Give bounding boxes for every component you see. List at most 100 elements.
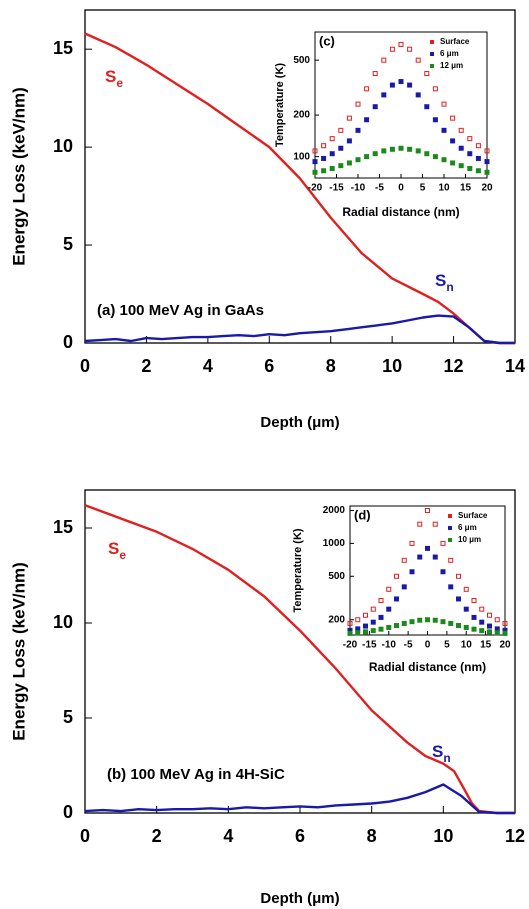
y-tick-label: 500: [328, 571, 345, 582]
legend-swatch: [430, 40, 434, 44]
legend-label: 12 μm: [440, 61, 463, 70]
x-tick-label: 6: [295, 826, 305, 846]
data-point: [378, 598, 384, 604]
data-point: [407, 82, 413, 88]
data-point: [381, 57, 387, 63]
x-tick-label: 20: [499, 640, 511, 651]
data-point: [475, 155, 481, 161]
data-point: [346, 160, 352, 166]
data-point: [471, 626, 477, 632]
y-tick-label: 0: [63, 802, 73, 822]
data-point: [432, 154, 438, 160]
panel-label: (a) 100 MeV Ag in GaAs: [97, 302, 264, 319]
y-tick-label: 500: [293, 55, 310, 66]
data-point: [312, 148, 318, 154]
data-point: [484, 159, 490, 165]
data-point: [355, 101, 361, 107]
data-point: [471, 598, 477, 604]
series-label-main: S: [432, 742, 443, 761]
data-line: [84, 314, 515, 345]
series-label: Se: [105, 67, 123, 90]
data-point: [450, 160, 456, 166]
data-point: [467, 136, 473, 142]
data-point: [494, 617, 500, 623]
data-point: [409, 569, 415, 575]
data-point: [463, 624, 469, 630]
data-point: [456, 596, 461, 602]
x-tick-label: -10: [382, 640, 397, 651]
x-tick-label: 15: [460, 183, 472, 194]
x-axis-label: Radial distance (nm): [342, 205, 459, 219]
data-point: [347, 620, 353, 626]
legend-label: 10 μm: [458, 535, 481, 544]
x-tick-label: 14: [505, 356, 525, 376]
data-point: [458, 145, 464, 151]
x-tick-label: -10: [351, 183, 366, 194]
x-tick-label: 15: [480, 640, 492, 651]
x-tick-label: 2: [152, 826, 162, 846]
data-point: [381, 92, 387, 98]
data-point: [394, 623, 399, 629]
data-point: [394, 596, 399, 602]
legend-swatch: [430, 64, 434, 68]
x-tick-label: 20: [481, 183, 493, 194]
data-point: [401, 584, 407, 590]
data-line: [84, 504, 515, 815]
data-point: [378, 626, 384, 632]
data-point: [415, 57, 421, 63]
x-tick-label: 0: [398, 183, 404, 194]
panel-label: (c): [319, 33, 335, 48]
data-point: [450, 115, 456, 121]
x-tick-label: -15: [362, 640, 377, 651]
data-point: [398, 79, 404, 85]
legend-swatch: [448, 526, 452, 530]
data-point: [409, 540, 415, 546]
data-point: [407, 46, 413, 52]
data-point: [441, 127, 447, 133]
plot-frame: [84, 9, 516, 344]
data-point: [417, 554, 423, 560]
data-point: [467, 151, 473, 157]
data-point: [432, 617, 438, 623]
x-tick-label: 5: [420, 183, 426, 194]
data-point: [401, 557, 407, 563]
data-point: [424, 104, 430, 110]
data-point: [363, 612, 368, 618]
data-point: [355, 157, 361, 163]
data-point: [440, 540, 446, 546]
y-tick-label: 10: [53, 136, 73, 156]
data-point: [370, 619, 376, 625]
data-point: [425, 545, 430, 551]
plot-frame: [349, 505, 506, 636]
data-point: [312, 169, 318, 175]
data-point: [432, 117, 438, 123]
data-point: [401, 620, 407, 626]
data-point: [346, 115, 352, 121]
data-point: [386, 606, 392, 612]
data-point: [389, 46, 395, 52]
data-point: [321, 168, 327, 174]
data-point: [417, 617, 423, 623]
data-point: [338, 127, 344, 133]
x-tick-label: 2: [141, 356, 151, 376]
x-axis-label: Depth (μm): [260, 890, 339, 907]
legend-swatch: [430, 52, 434, 56]
data-point: [456, 623, 461, 629]
data-point: [355, 630, 361, 636]
data-point: [355, 617, 361, 623]
data-point: [479, 606, 485, 612]
data-point: [347, 630, 353, 636]
data-point: [372, 71, 378, 77]
panel-label: (d): [354, 507, 371, 522]
data-point: [417, 521, 423, 527]
x-axis-label: Radial distance (nm): [369, 660, 486, 674]
data-point: [432, 86, 438, 92]
x-tick-label: 8: [367, 826, 377, 846]
data-point: [432, 521, 438, 527]
y-axis-label: Temperature (K): [274, 63, 286, 147]
data-point: [372, 104, 378, 110]
series-label: Sn: [435, 271, 454, 294]
data-point: [487, 612, 492, 618]
data-point: [475, 168, 481, 174]
